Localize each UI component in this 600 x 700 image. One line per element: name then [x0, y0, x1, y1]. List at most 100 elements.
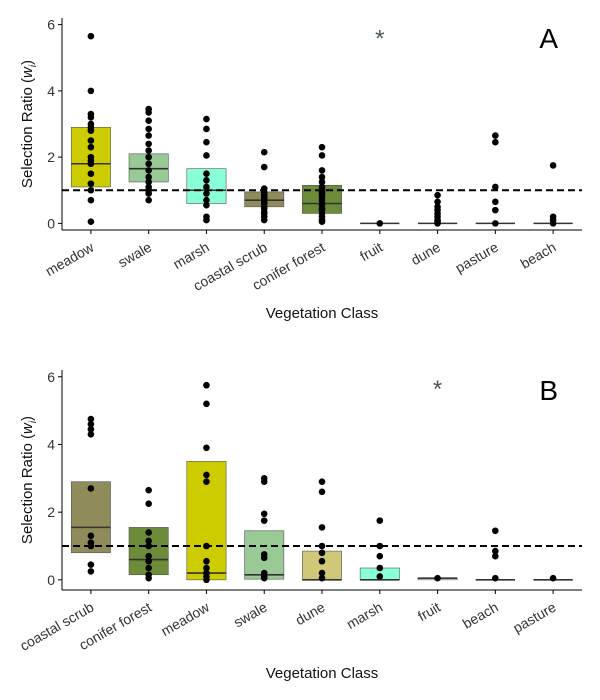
- y-tick-label: 6: [47, 17, 55, 33]
- point-dune: [318, 542, 326, 550]
- point-conifer-forest: [145, 552, 152, 560]
- y-tick-label: 0: [47, 572, 55, 588]
- x-tick-label-meadow: meadow: [158, 598, 213, 639]
- point-pasture: [492, 132, 499, 139]
- y-tick-label: 2: [47, 504, 55, 520]
- point-meadow: [203, 444, 210, 452]
- point-conifer-forest: [318, 218, 326, 226]
- point-swale: [260, 517, 268, 524]
- point-conifer-forest: [145, 486, 152, 494]
- point-marsh: [203, 125, 210, 133]
- point-conifer-forest: [318, 178, 326, 186]
- point-meadow: [87, 186, 95, 194]
- x-tick-label-pasture: pasture: [510, 599, 559, 636]
- point-meadow: [87, 160, 95, 168]
- point-conifer-forest: [318, 152, 326, 159]
- point-marsh: [203, 115, 210, 123]
- y-axis-title-italic: w: [19, 422, 36, 434]
- point-conifer-forest: [145, 529, 152, 536]
- point-beach: [549, 162, 557, 169]
- y-axis-title-end: ): [19, 416, 36, 421]
- point-meadow: [203, 542, 210, 550]
- point-beach: [492, 547, 499, 555]
- y-axis-title-main: Selection Ratio (: [19, 78, 36, 188]
- point-swale: [260, 510, 268, 518]
- point-dune: [434, 191, 441, 199]
- y-axis-title: Selection Ratio (wi): [19, 416, 39, 544]
- point-marsh: [203, 183, 210, 191]
- x-tick-label-marsh: marsh: [344, 599, 386, 632]
- point-dune: [318, 569, 326, 577]
- panel-label: B: [539, 375, 558, 406]
- point-marsh: [203, 138, 210, 146]
- point-marsh: [203, 170, 210, 177]
- point-fruit: [376, 220, 384, 227]
- point-swale: [260, 574, 268, 582]
- x-axis-title: Vegetation Class: [266, 665, 379, 682]
- point-swale: [145, 132, 152, 139]
- point-marsh: [376, 517, 384, 524]
- point-swale: [145, 109, 152, 116]
- y-tick-label: 4: [47, 83, 55, 99]
- point-pasture: [549, 574, 557, 582]
- point-swale: [145, 117, 152, 124]
- point-beach: [492, 552, 499, 560]
- x-tick-label-beach: beach: [460, 599, 501, 632]
- point-meadow: [87, 218, 95, 226]
- point-marsh: [376, 552, 384, 560]
- point-swale: [145, 173, 152, 181]
- point-meadow: [87, 137, 95, 144]
- point-meadow: [87, 196, 95, 204]
- point-conifer-forest: [145, 564, 152, 572]
- point-beach: [549, 220, 557, 227]
- point-coastal-scrub: [260, 163, 268, 171]
- panel-label: A: [539, 23, 558, 54]
- point-marsh: [203, 216, 210, 224]
- point-meadow: [87, 87, 95, 95]
- point-coastal-scrub: [87, 542, 95, 550]
- point-conifer-forest: [318, 143, 326, 151]
- point-conifer-forest: [145, 542, 152, 550]
- point-meadow: [203, 478, 210, 485]
- point-dune: [318, 557, 326, 565]
- point-meadow: [203, 576, 210, 584]
- point-meadow: [87, 180, 95, 187]
- point-swale: [145, 140, 152, 148]
- point-marsh: [376, 564, 384, 572]
- y-axis-title-end: ): [19, 60, 36, 65]
- y-tick-label: 2: [47, 149, 55, 165]
- point-dune: [318, 478, 326, 485]
- point-swale: [145, 196, 152, 204]
- point-pasture: [492, 220, 499, 227]
- point-pasture: [492, 206, 499, 214]
- x-tick-label-fruit: fruit: [357, 239, 385, 265]
- point-swale: [145, 153, 152, 161]
- point-coastal-scrub: [87, 532, 95, 540]
- point-swale: [145, 147, 152, 154]
- point-coastal-scrub: [87, 485, 95, 492]
- x-tick-label-marsh: marsh: [170, 239, 212, 272]
- point-coastal-scrub: [87, 561, 95, 568]
- point-conifer-forest: [145, 537, 152, 545]
- point-meadow: [203, 564, 210, 572]
- point-marsh: [203, 196, 210, 204]
- point-coastal-scrub: [87, 568, 95, 575]
- significance-asterisk: *: [375, 26, 384, 53]
- point-coastal-scrub: [87, 420, 95, 428]
- y-axis-title-main: Selection Ratio (: [19, 434, 36, 544]
- y-axis-title-subscript: i: [28, 420, 39, 423]
- point-swale: [260, 554, 268, 562]
- y-axis-title-italic: w: [19, 66, 36, 78]
- y-tick-label: 4: [47, 436, 55, 452]
- x-tick-label-pasture: pasture: [452, 239, 501, 276]
- point-pasture: [492, 198, 499, 206]
- y-tick-label: 0: [47, 215, 55, 231]
- point-dune: [318, 524, 326, 531]
- point-pasture: [492, 183, 499, 191]
- point-marsh: [203, 152, 210, 159]
- point-pasture: [492, 138, 499, 146]
- point-marsh: [376, 542, 384, 550]
- point-swale: [145, 178, 152, 186]
